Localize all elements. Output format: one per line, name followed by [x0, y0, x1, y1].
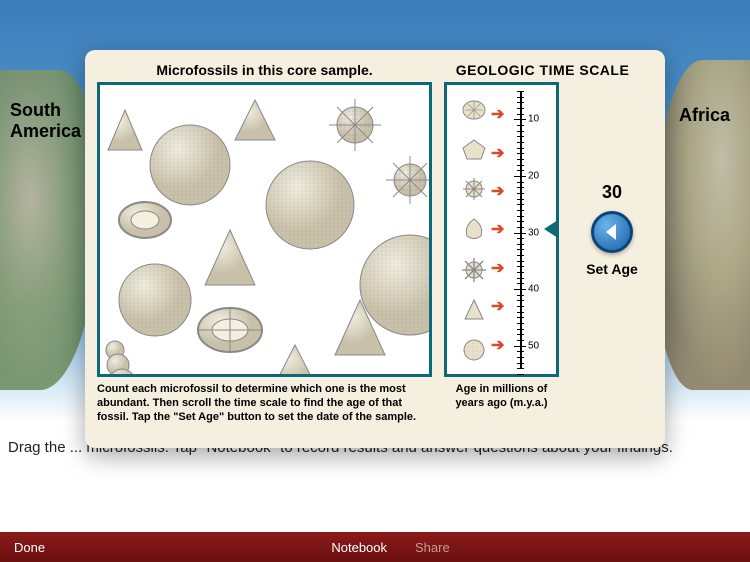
sample-caption: Count each microfossil to determine whic… [97, 383, 432, 424]
share-button[interactable]: Share [415, 540, 450, 555]
core-sample-modal: Microfossils in this core sample. GEOLOG… [85, 50, 665, 448]
arrow-left-icon [602, 222, 622, 242]
bottom-toolbar: Done Notebook Share [0, 532, 750, 562]
set-age-button[interactable] [591, 211, 633, 253]
scale-caption: Age in millions of years ago (m.y.a.) [444, 383, 559, 424]
south-america-label: South America [10, 100, 81, 142]
scale-arrow-column: ➔➔➔➔➔➔➔ [491, 95, 504, 364]
tick-label: 50 [528, 340, 539, 351]
notebook-button[interactable]: Notebook [331, 540, 387, 555]
tick-label: 10 [528, 114, 539, 125]
scale-title: GEOLOGIC TIME SCALE [432, 58, 653, 82]
scale-fossil-column [451, 89, 496, 370]
fossils-svg [100, 85, 432, 377]
geologic-time-scale-panel[interactable]: ➔➔➔➔➔➔➔ 10 20 30 40 50 [444, 82, 559, 377]
age-control-panel: 30 Set Age [571, 82, 653, 377]
sample-title: Microfossils in this core sample. [97, 58, 432, 82]
microfossil-sample-panel[interactable] [97, 82, 432, 377]
tick-label: 20 [528, 170, 539, 181]
set-age-label: Set Age [586, 261, 638, 277]
tick-label: 40 [528, 284, 539, 295]
tick-label: 30 [528, 227, 539, 238]
current-age-value: 30 [602, 182, 622, 203]
done-button[interactable]: Done [14, 540, 45, 555]
africa-label: Africa [679, 105, 730, 126]
scale-pointer-icon [544, 220, 558, 238]
